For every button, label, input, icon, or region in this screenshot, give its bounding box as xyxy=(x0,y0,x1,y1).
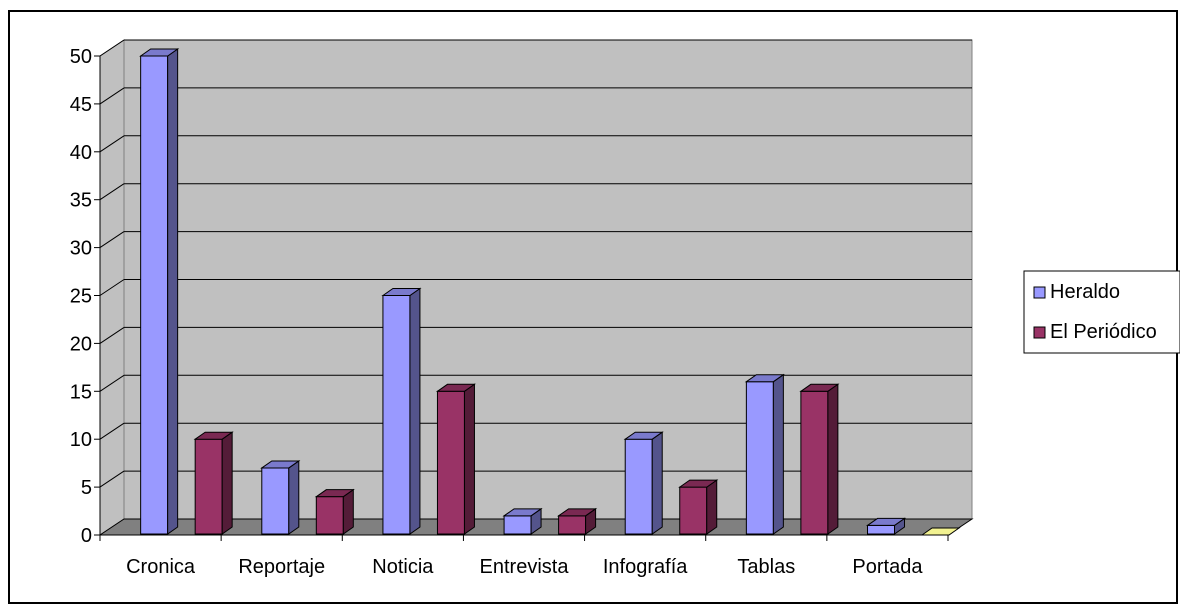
gridline-depth xyxy=(99,279,125,296)
bar-front xyxy=(315,496,344,535)
bar xyxy=(865,517,907,535)
bar-side xyxy=(651,431,663,535)
legend-swatch xyxy=(1033,286,1046,299)
bar xyxy=(678,479,719,535)
bar-front xyxy=(558,515,587,535)
y-tick-label: 0 xyxy=(81,525,92,547)
legend-label: Heraldo xyxy=(1050,281,1120,303)
x-tick-label: Reportaje xyxy=(238,556,325,578)
y-tick-label: 40 xyxy=(70,142,92,164)
bar xyxy=(799,383,840,535)
bar xyxy=(193,431,234,535)
bar-side xyxy=(827,383,839,535)
gridline-depth xyxy=(99,470,125,488)
bar-top xyxy=(314,489,355,498)
bar xyxy=(314,488,355,535)
bar-front xyxy=(194,438,223,535)
bar-top xyxy=(139,48,180,57)
bar-front xyxy=(800,390,829,535)
legend-label: El Periódico xyxy=(1050,321,1157,343)
y-tick-label: 20 xyxy=(70,333,92,355)
bar xyxy=(557,507,598,535)
bar-front xyxy=(624,438,653,535)
y-tick-label: 5 xyxy=(81,477,92,499)
y-tick-label: 45 xyxy=(70,94,92,116)
bar-top xyxy=(799,383,840,392)
bar-top xyxy=(502,508,543,517)
bar-top xyxy=(193,431,234,440)
bar-front xyxy=(867,524,896,535)
gridline-depth xyxy=(99,231,125,249)
bar xyxy=(139,48,180,535)
bar-top xyxy=(557,508,598,517)
gridline-depth xyxy=(99,422,125,440)
legend: Heraldo El Periódico xyxy=(1023,270,1180,354)
bar-front xyxy=(261,467,290,535)
legend-swatch xyxy=(1033,326,1046,339)
bar-top xyxy=(260,460,301,469)
bar-front xyxy=(503,515,532,535)
y-tick-label: 15 xyxy=(70,381,92,403)
bar-top xyxy=(920,527,961,536)
bar xyxy=(381,287,422,535)
bar-side xyxy=(288,459,300,535)
bar-top xyxy=(623,431,664,440)
bar-front xyxy=(140,55,169,535)
x-tick-label: Cronica xyxy=(126,556,196,578)
bar-front xyxy=(679,486,708,535)
legend-box xyxy=(1023,270,1180,354)
axes xyxy=(94,55,949,541)
bar xyxy=(260,459,301,535)
bar-side xyxy=(409,287,421,535)
y-tick-label: 35 xyxy=(70,190,92,212)
bar-front xyxy=(745,381,774,535)
gridline-depth xyxy=(99,183,125,201)
bar-top xyxy=(381,288,422,296)
x-tick-label: Portada xyxy=(852,556,923,578)
y-tick-label: 50 xyxy=(70,46,92,68)
gridline-depth xyxy=(99,374,125,392)
bar xyxy=(435,383,477,535)
bar-side xyxy=(221,431,233,535)
x-tick-label: Tablas xyxy=(737,556,795,578)
bar-side xyxy=(772,373,784,535)
bar-top xyxy=(865,517,907,526)
bar-side xyxy=(342,488,354,535)
bar-side xyxy=(463,383,475,535)
y-tick-label: 25 xyxy=(70,286,92,308)
x-tick-labels: Cronica Reportaje Noticia Entrevista Infogra… xyxy=(126,556,923,578)
bar xyxy=(502,507,543,535)
bar xyxy=(623,431,664,535)
gridline-depth xyxy=(99,39,125,57)
bar-top xyxy=(435,383,477,392)
bars xyxy=(139,48,961,536)
gridline-depth xyxy=(99,135,125,153)
x-tick-label: Entrevista xyxy=(480,556,570,578)
bar-side xyxy=(706,479,718,535)
bar-top xyxy=(744,374,785,383)
gridline-depth xyxy=(99,326,125,344)
y-tick-label: 10 xyxy=(70,429,92,451)
x-tick-label: Noticia xyxy=(372,556,434,578)
bar-top xyxy=(678,479,719,488)
x-tick-label: Infografía xyxy=(603,556,688,578)
bar xyxy=(744,373,785,535)
bar-front xyxy=(436,390,465,535)
y-tick-labels: 0 5 10 15 20 25 30 35 40 45 50 xyxy=(70,46,92,547)
bar xyxy=(920,527,961,536)
y-tick-label: 30 xyxy=(70,238,92,260)
bar-side xyxy=(167,48,179,535)
gridline-depth xyxy=(99,87,125,105)
bar-front xyxy=(382,295,411,535)
